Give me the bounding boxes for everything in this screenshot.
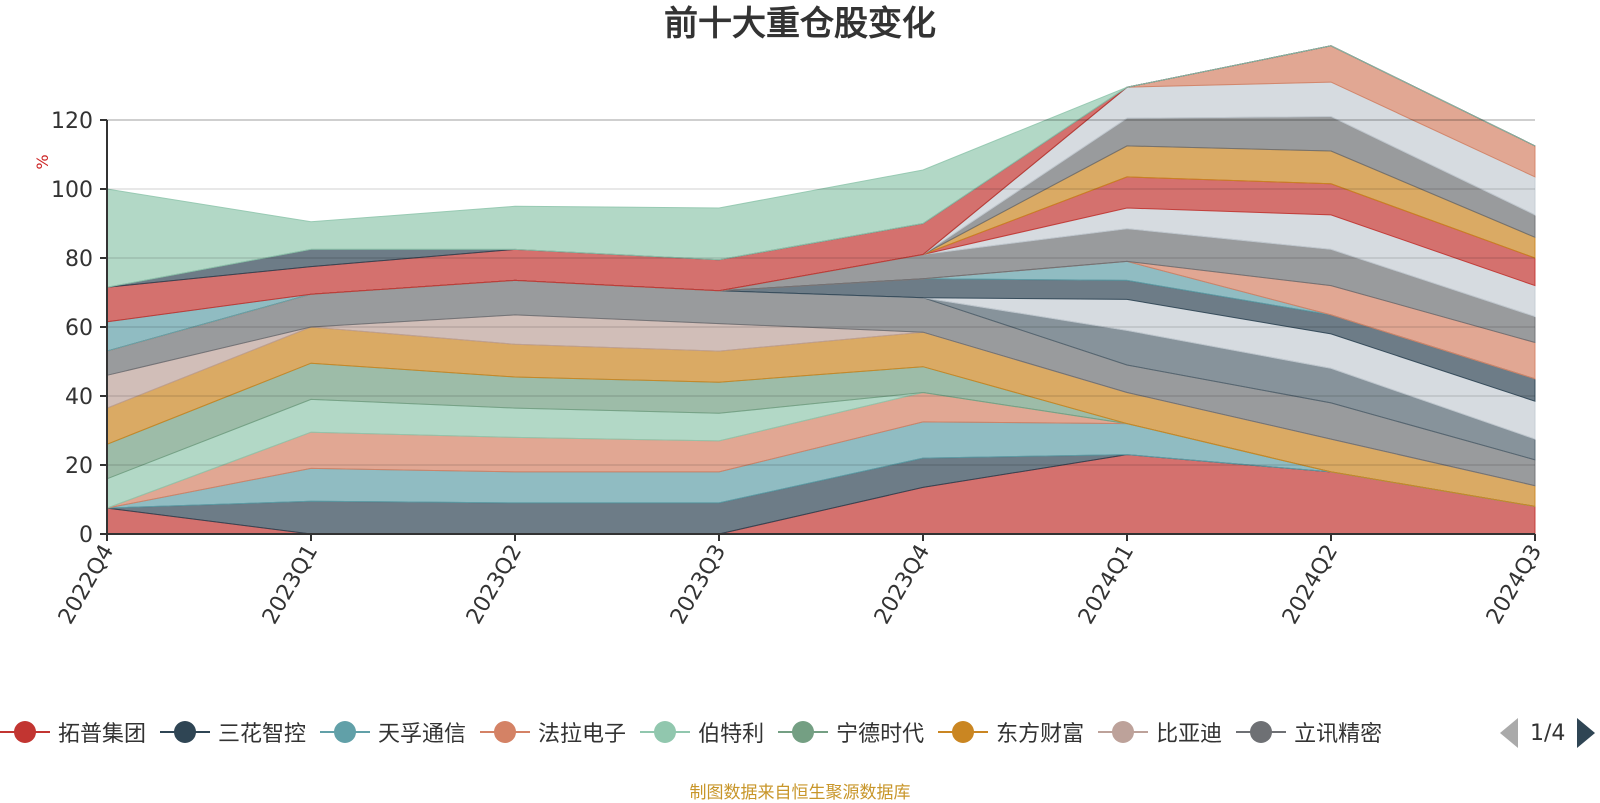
- legend-item-label: 法拉电子: [538, 722, 627, 747]
- legend-item-label: 立讯精密: [1294, 722, 1383, 747]
- y-tick-label: 100: [51, 178, 93, 203]
- chart-canvas: 0 20 40 60 80 100 120% 2022Q4 2023Q1 2023Q2 2023Q3…: [33, 45, 1547, 629]
- x-tick-label: 2024Q1: [1074, 541, 1139, 629]
- legend: 拓普集团 三花智控 天孚通信 法拉电子 伯特利 宁德时代 东方财富 比亚迪 立讯精密: [0, 712, 1475, 752]
- legend-pager: 1/4: [1500, 716, 1596, 750]
- legend-item[interactable]: 天孚通信: [320, 712, 466, 752]
- legend-item[interactable]: 三花智控: [160, 712, 306, 752]
- y-tick-label: 20: [65, 454, 93, 479]
- legend-item[interactable]: 拓普集团: [0, 712, 146, 752]
- legend-marker-icon: [160, 720, 211, 744]
- area-series-layer: [106, 45, 1536, 535]
- legend-marker-icon: [1098, 720, 1149, 744]
- legend-item-label: 天孚通信: [378, 722, 467, 747]
- grid-layer: [107, 119, 1535, 466]
- legend-item-label: 拓普集团: [58, 722, 147, 747]
- legend-item-label: 比亚迪: [1156, 722, 1223, 747]
- y-tick-label: 40: [65, 385, 93, 410]
- legend-page-label: 1/4: [1530, 720, 1566, 746]
- area-series26: [106, 45, 1536, 288]
- x-tick-label: 2023Q2: [462, 541, 527, 629]
- legend-marker-icon: [320, 720, 371, 744]
- legend-marker-icon: [938, 720, 989, 744]
- legend-item-label: 东方财富: [996, 722, 1085, 747]
- legend-item[interactable]: 东方财富: [938, 712, 1084, 752]
- legend-item-label: 伯特利: [698, 722, 765, 747]
- legend-marker-icon: [1236, 720, 1287, 744]
- y-tick-label: 80: [65, 247, 93, 272]
- legend-item-label: 宁德时代: [836, 722, 925, 747]
- x-tick-label: 2024Q3: [1482, 541, 1547, 629]
- x-tick-label: 2022Q4: [54, 541, 119, 629]
- y-tick-label: 0: [79, 523, 93, 548]
- legend-marker-icon: [480, 720, 531, 744]
- x-tick-label: 2024Q2: [1278, 541, 1343, 629]
- legend-item[interactable]: 立讯精密: [1236, 712, 1382, 752]
- legend-item[interactable]: 伯特利: [640, 712, 764, 752]
- y-axis-unit-label: %: [33, 154, 52, 169]
- legend-marker-icon: [640, 720, 691, 744]
- legend-item-label: 三花智控: [218, 722, 307, 747]
- legend-prev-page-icon[interactable]: [1500, 718, 1518, 748]
- legend-next-page-icon[interactable]: [1577, 718, 1596, 748]
- legend-item[interactable]: 宁德时代: [778, 712, 924, 752]
- y-tick-label: 60: [65, 316, 93, 341]
- x-tick-label: 2023Q1: [258, 541, 323, 629]
- legend-marker-icon: [0, 720, 50, 744]
- legend-item[interactable]: 法拉电子: [480, 712, 626, 752]
- legend-item[interactable]: 比亚迪: [1098, 712, 1222, 752]
- x-tick-label: 2023Q3: [666, 541, 731, 629]
- source-note: 制图数据来自恒生聚源数据库: [689, 783, 911, 803]
- chart-title: 前十大重仓股变化: [664, 4, 936, 44]
- legend-marker-icon: [778, 720, 829, 744]
- x-tick-label: 2023Q4: [870, 541, 935, 629]
- y-tick-label: 120: [51, 109, 93, 134]
